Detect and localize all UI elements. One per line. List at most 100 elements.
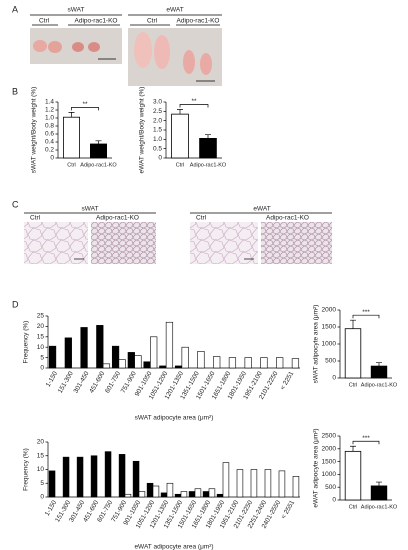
bar	[166, 482, 174, 498]
bar	[197, 351, 205, 369]
x-tick-label: Adipo-rac1-KO	[361, 382, 398, 388]
y-tick-label: 1000	[322, 471, 337, 478]
y-tick-label: 1500	[322, 458, 337, 465]
x-tick-label: Adipo-rac1-KO	[80, 162, 117, 168]
histology-image	[91, 222, 156, 264]
tissue	[72, 42, 84, 52]
bar	[199, 137, 217, 159]
group-label: Adipo-rac1-KO	[266, 215, 309, 222]
group-title: eWAT	[166, 7, 183, 14]
x-axis-label: sWAT adipocyte area (μm²)	[135, 415, 214, 422]
y-tick-label: 1.0	[45, 115, 54, 122]
y-tick-label: 5	[40, 354, 44, 361]
bar	[80, 327, 88, 369]
x-tick-label: < 2551	[280, 499, 296, 520]
bar	[222, 462, 230, 498]
group-label: Ctrl	[30, 215, 41, 222]
error-bar	[68, 112, 75, 118]
bar	[292, 476, 300, 498]
y-tick-label: 0	[40, 365, 44, 372]
panel-label: B	[12, 86, 18, 96]
significance-bracket	[352, 440, 380, 445]
bar	[48, 470, 56, 498]
histology-image	[190, 222, 258, 264]
y-tick-label: 500	[325, 484, 336, 491]
group-label: Adipo-rac1-KO	[75, 18, 118, 25]
bar	[63, 116, 81, 159]
group-label: Ctrl	[39, 18, 50, 25]
bar	[278, 470, 286, 498]
x-tick-label: Adipo-rac1-KO	[190, 162, 227, 168]
bar	[152, 485, 160, 498]
significance: ***	[362, 309, 370, 316]
tissue	[183, 50, 195, 74]
bar	[143, 361, 151, 369]
tissue	[134, 32, 152, 68]
group-title: sWAT	[82, 206, 99, 213]
x-tick-label: 1-150	[45, 370, 60, 388]
bar	[48, 345, 57, 369]
y-tick-label: 1.4	[45, 99, 54, 106]
y-tick-label: 500	[325, 358, 336, 365]
bar	[160, 492, 168, 498]
y-tick-label: 0	[332, 375, 336, 382]
error-bar	[350, 319, 356, 329]
bar	[276, 357, 284, 369]
x-tick-label: < 2251	[279, 370, 295, 391]
y-tick-label: 1.2	[45, 107, 54, 114]
y-tick-label: 0.2	[45, 147, 54, 154]
group-title: sWAT	[68, 7, 85, 14]
bar	[90, 143, 108, 159]
bar	[236, 469, 244, 498]
significance: **	[82, 101, 88, 108]
group-label: Ctrl	[147, 18, 158, 25]
significance-bracket	[71, 107, 99, 111]
y-tick-label: 0.5	[153, 145, 162, 152]
group-label: Ctrl	[196, 215, 207, 222]
panel-label: C	[12, 199, 19, 209]
tissue	[200, 53, 212, 75]
bar	[180, 491, 188, 498]
bar	[134, 355, 142, 369]
bar	[127, 352, 135, 369]
bar	[244, 357, 252, 369]
bar	[194, 488, 202, 498]
panel-label: D	[12, 299, 19, 309]
x-tick-label: Ctrl	[67, 162, 76, 168]
significance: **	[191, 98, 197, 105]
bar	[174, 365, 183, 369]
bar	[188, 491, 196, 498]
bar	[250, 469, 258, 498]
tissue	[33, 40, 47, 52]
y-tick-label: 1.5	[153, 127, 162, 134]
bar	[370, 365, 388, 379]
y-axis-label: sWAT adipocyte area (μm²)	[313, 305, 320, 384]
bar	[146, 482, 154, 498]
bar	[124, 493, 132, 498]
y-tick-label: 20	[37, 323, 45, 330]
y-tick-label: 0	[40, 494, 44, 501]
bar	[216, 493, 224, 498]
x-tick-label: Ctrl	[349, 504, 358, 510]
tissue	[88, 42, 100, 52]
y-tick-label: 2.0	[153, 117, 162, 124]
tissue	[48, 41, 62, 53]
y-tick-label: 2.5	[153, 108, 162, 115]
y-tick-label: 1000	[322, 341, 337, 348]
x-tick-label: 1-150	[44, 499, 59, 517]
y-tick-label: 25	[37, 313, 45, 320]
y-tick-label: 0	[158, 155, 162, 162]
y-tick-label: 10	[37, 466, 45, 473]
histology-image	[24, 222, 88, 264]
error-bar	[95, 140, 102, 144]
group-label: Adipo-rac1-KO	[177, 18, 220, 25]
bar	[64, 337, 72, 369]
bar	[96, 325, 104, 369]
y-tick-label: 0	[50, 155, 54, 162]
x-tick-label: Ctrl	[176, 162, 185, 168]
bar	[118, 359, 126, 369]
error-bar	[376, 481, 382, 486]
y-tick-label: 15	[37, 334, 45, 341]
y-tick-label: 2500	[322, 433, 337, 440]
significance-bracket	[179, 104, 209, 108]
